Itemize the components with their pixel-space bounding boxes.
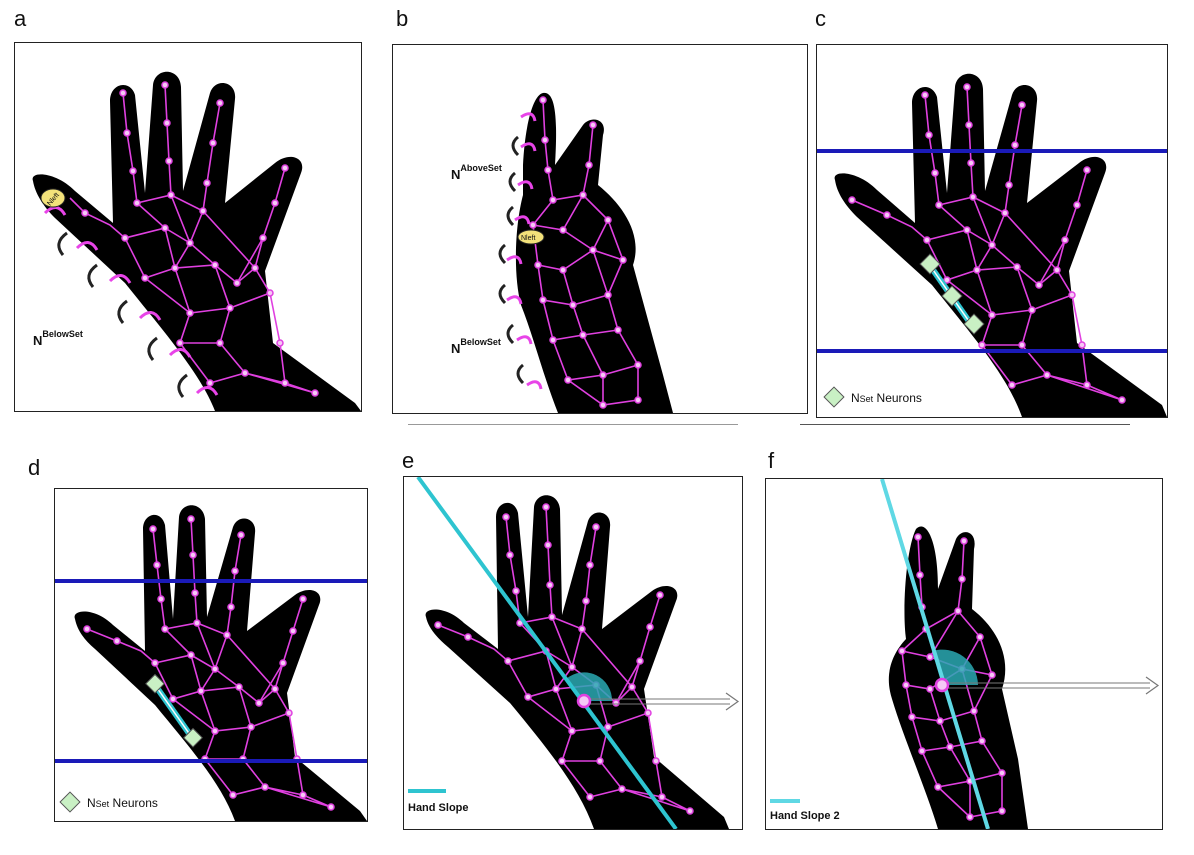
- hand-silhouette: [425, 495, 729, 829]
- panel-c-figure: NSet Neurons: [817, 73, 1167, 417]
- panel-e: Hand Slope: [403, 476, 743, 830]
- legend-label: NSet Neurons: [851, 391, 922, 405]
- legend-label: Hand Slope: [408, 802, 469, 814]
- legend: Hand Slope 2: [770, 799, 840, 822]
- below-set-label: NBelowSet: [33, 329, 83, 348]
- legend: NSet Neurons: [59, 791, 158, 813]
- legend-label: Hand Slope 2: [770, 810, 840, 822]
- panel-c: NSet Neurons: [816, 44, 1168, 418]
- panel-d-figure: NSet Neurons: [55, 505, 367, 821]
- legend-label: NSet Neurons: [87, 796, 158, 810]
- panel-f: Hand Slope 2: [765, 478, 1163, 830]
- legend: NSet Neurons: [823, 386, 922, 408]
- above-set-label: NAboveSet: [451, 163, 502, 182]
- neuron-nodes: [81, 81, 319, 397]
- panel-d: NSet Neurons: [54, 488, 368, 822]
- separator-line: [408, 424, 738, 425]
- panel-e-figure: Hand Slope: [408, 477, 740, 829]
- panel-letter-d: d: [28, 455, 41, 480]
- neuron-nodes: [529, 96, 642, 409]
- svg-text:Nleft: Nleft: [521, 235, 535, 242]
- below-set-label: NBelowSet: [451, 337, 501, 356]
- panel-letter-b: b: [396, 6, 409, 31]
- panel-b-figure: Nleft NAboveSet NBelowSet: [451, 92, 673, 413]
- panel-b: Nleft NAboveSet NBelowSet: [392, 44, 808, 414]
- neuron-nodes: [848, 83, 1126, 404]
- neuron-nodes: [83, 515, 335, 811]
- hand-slope-line: [416, 477, 678, 829]
- separator-line: [800, 424, 1130, 425]
- panel-a: Nleft NBelowSet: [14, 42, 362, 412]
- traversal-arrows: [43, 206, 219, 398]
- nleft-marker: Nleft: [517, 229, 545, 245]
- centroid-node: [934, 677, 950, 693]
- nleft-marker: Nleft: [40, 188, 66, 208]
- legend: Hand Slope: [408, 789, 469, 814]
- panel-letter-e: e: [402, 448, 415, 473]
- angle-wedge: [566, 672, 613, 701]
- reference-arrow: [944, 676, 1160, 695]
- panel-letter-f: f: [768, 448, 775, 473]
- traversal-arrows: [498, 112, 543, 390]
- panel-f-figure: Hand Slope 2: [770, 479, 1160, 829]
- nset-markers: [919, 253, 985, 335]
- hand-silhouette: [32, 71, 361, 411]
- reference-arrow: [584, 692, 740, 711]
- hand-silhouette: [834, 73, 1167, 417]
- panel-letter-c: c: [815, 6, 826, 31]
- hand-slope-line: [880, 479, 990, 829]
- nset-markers: [145, 673, 203, 748]
- panel-a-figure: Nleft NBelowSet: [32, 71, 361, 411]
- panel-letter-a: a: [14, 6, 27, 31]
- centroid-node: [576, 693, 592, 709]
- hand-silhouette: [74, 505, 367, 821]
